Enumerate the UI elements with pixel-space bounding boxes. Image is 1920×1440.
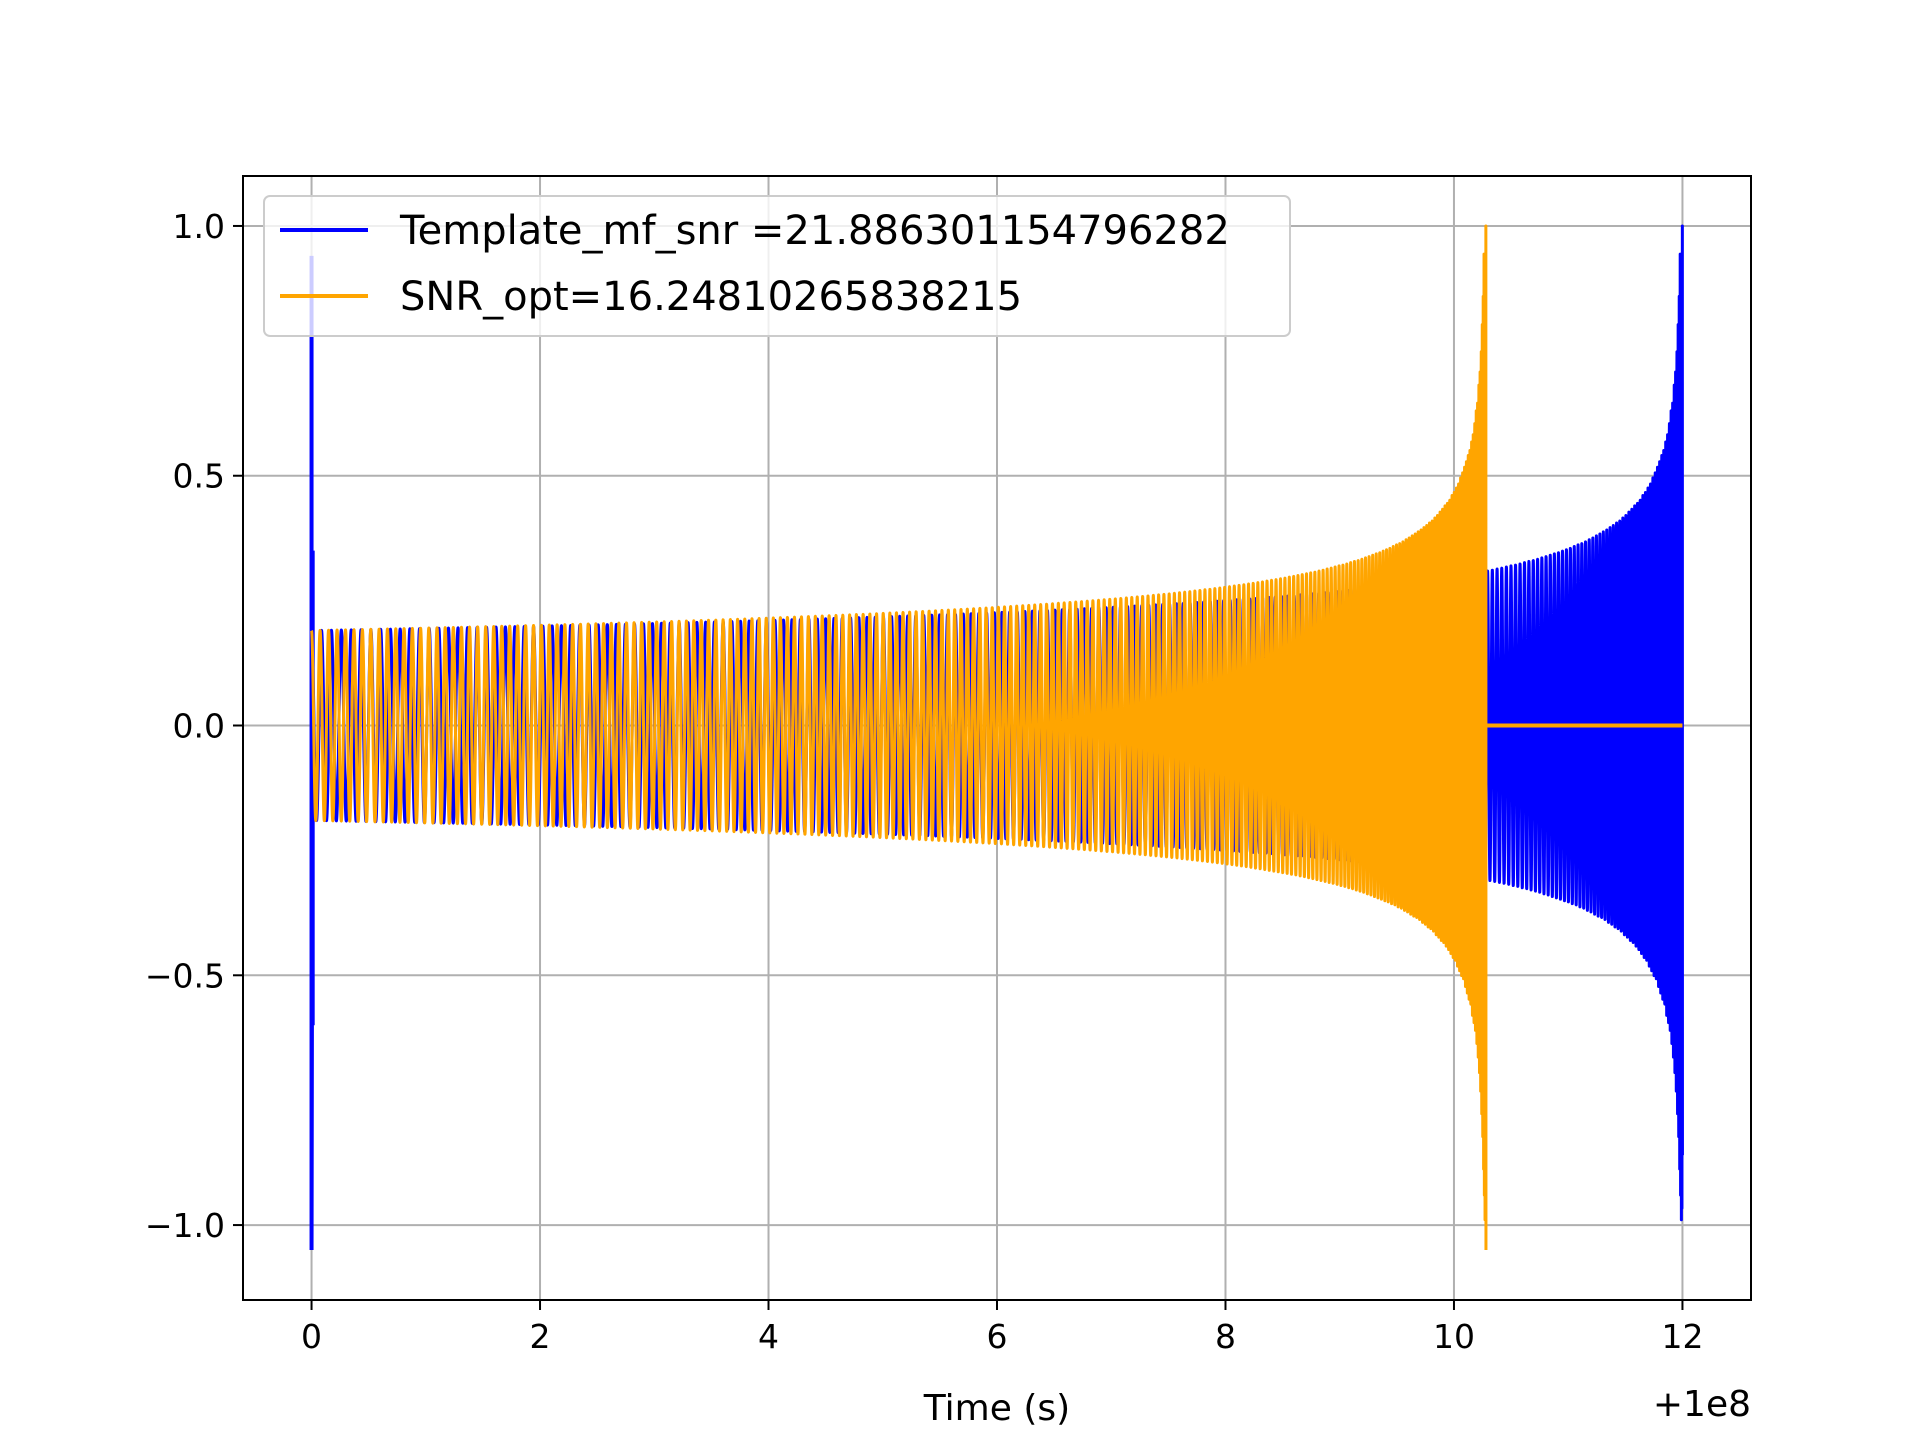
x-tick-label: 12 (1661, 1317, 1703, 1356)
x-tick-label: 2 (530, 1317, 551, 1356)
y-tick-label: −1.0 (145, 1206, 225, 1245)
y-tick-label: 1.0 (173, 207, 225, 246)
x-tick-label: 6 (987, 1317, 1008, 1356)
y-tick-label: 0.0 (173, 707, 225, 746)
legend-label-template: Template_mf_snr =21.886301154796282 (399, 208, 1230, 254)
series-line-snr-opt (310, 224, 1488, 1251)
legend-label-snr-opt: SNR_opt=16.24810265838215 (400, 274, 1022, 320)
series-layer (309, 224, 1684, 1251)
x-axis-label: Time (s) (923, 1388, 1070, 1429)
ticks: 0 2 4 6 8 10 12 −1.0 −0.5 0.0 0.5 1.0 (145, 207, 1704, 1356)
x-tick-label: 10 (1433, 1317, 1475, 1356)
legend: Template_mf_snr =21.886301154796282 SNR_… (263, 195, 1291, 337)
x-tick-label: 4 (758, 1317, 779, 1356)
x-tick-label: 0 (301, 1317, 322, 1356)
x-offset-label: +1e8 (1653, 1384, 1751, 1425)
series-onset-spike-template (309, 255, 315, 1251)
x-tick-label: 8 (1215, 1317, 1236, 1356)
y-tick-label: −0.5 (145, 956, 225, 995)
legend-box (263, 195, 1291, 337)
y-tick-label: 0.5 (173, 457, 225, 496)
